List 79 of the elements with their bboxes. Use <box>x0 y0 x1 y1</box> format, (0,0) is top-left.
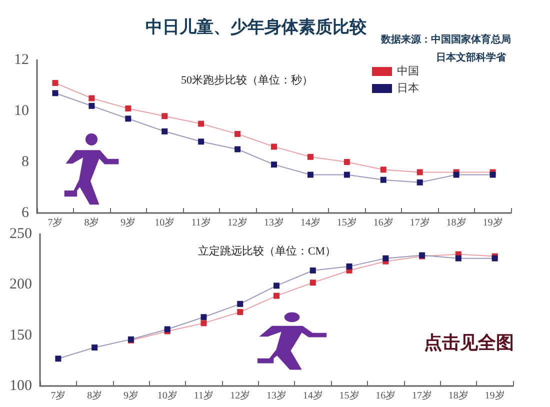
point <box>234 130 241 137</box>
x-tick-label: 16岁 <box>376 390 396 402</box>
point <box>200 314 207 320</box>
point <box>92 344 98 350</box>
annotation: 日本文部科学省 <box>436 52 507 64</box>
x-tick-label: 7岁 <box>50 390 66 402</box>
legend-label: 日本 <box>397 82 419 94</box>
x-tick-label: 18岁 <box>448 390 468 402</box>
source-note: 数据来源：中国国家体育总局 <box>380 34 511 46</box>
point <box>490 172 496 178</box>
x-tick-label: 12岁 <box>230 390 250 402</box>
y-tick-label: 150 <box>10 327 32 344</box>
x-tick-label: 11岁 <box>191 216 211 228</box>
point <box>125 105 132 112</box>
point <box>55 356 62 362</box>
point <box>307 154 314 160</box>
point <box>310 267 316 274</box>
x-tick-label: 11岁 <box>194 390 214 402</box>
x-tick-label: 19岁 <box>482 216 503 228</box>
x-tick-label: 7岁 <box>48 216 63 228</box>
x-tick-label: 19岁 <box>484 390 505 402</box>
y-tick-label: 8 <box>22 154 29 170</box>
point <box>453 172 460 178</box>
x-tick-label: 10岁 <box>154 216 175 228</box>
chart-title: 中日儿童、少年身体素质比较 <box>146 18 368 38</box>
text: 立定跳远比较（单位：CM） <box>198 244 336 258</box>
point <box>234 146 241 152</box>
point <box>237 309 244 316</box>
point <box>198 138 204 145</box>
x-tick-label: 15岁 <box>339 390 360 402</box>
point <box>274 282 280 289</box>
point <box>274 292 280 299</box>
point <box>198 120 204 127</box>
y-tick-label: 12 <box>14 52 29 68</box>
point <box>344 159 350 165</box>
text: 50米跑步比较（单位：秒） <box>181 74 313 86</box>
point <box>344 172 350 178</box>
point <box>416 179 423 186</box>
x-tick-label: 10岁 <box>157 390 178 402</box>
point <box>307 172 314 178</box>
point <box>346 263 352 270</box>
point <box>52 80 58 86</box>
x-tick-label: 18岁 <box>446 216 466 228</box>
point <box>310 280 316 286</box>
x-tick-label: 8岁 <box>87 390 102 402</box>
x-tick-label: 9岁 <box>123 390 138 402</box>
x-tick-label: 12岁 <box>228 216 248 228</box>
point <box>271 162 277 168</box>
point <box>380 166 386 173</box>
point <box>237 300 244 307</box>
x-tick-label: 17岁 <box>412 390 432 402</box>
point <box>162 128 168 134</box>
point <box>271 144 277 150</box>
point <box>88 95 95 102</box>
point <box>416 169 423 176</box>
y-tick-label: 250 <box>10 226 32 242</box>
x-tick-label: 15岁 <box>336 216 357 228</box>
y-tick-label: 6 <box>22 205 30 221</box>
point <box>125 116 132 122</box>
x-tick-label: 16岁 <box>373 216 394 228</box>
y-tick-label: 10 <box>14 103 29 119</box>
x-tick-label: 8岁 <box>84 216 100 228</box>
point <box>200 320 207 326</box>
point <box>52 90 58 96</box>
x-tick-label: 14岁 <box>300 216 320 228</box>
point <box>88 102 95 109</box>
legend-label: 中国 <box>397 64 419 78</box>
point <box>455 255 462 262</box>
point <box>162 113 168 120</box>
x-tick-label: 13岁 <box>264 216 284 228</box>
point <box>380 176 386 183</box>
x-tick-label: 14岁 <box>302 390 323 402</box>
annotation: 点击见全图 <box>424 332 514 354</box>
x-tick-label: 17岁 <box>410 216 430 228</box>
y-tick-label: 200 <box>10 276 32 293</box>
y-tick-label: 100 <box>10 378 32 394</box>
x-tick-label: 13岁 <box>266 390 286 402</box>
x-tick-label: 9岁 <box>120 216 136 228</box>
point <box>382 255 389 262</box>
